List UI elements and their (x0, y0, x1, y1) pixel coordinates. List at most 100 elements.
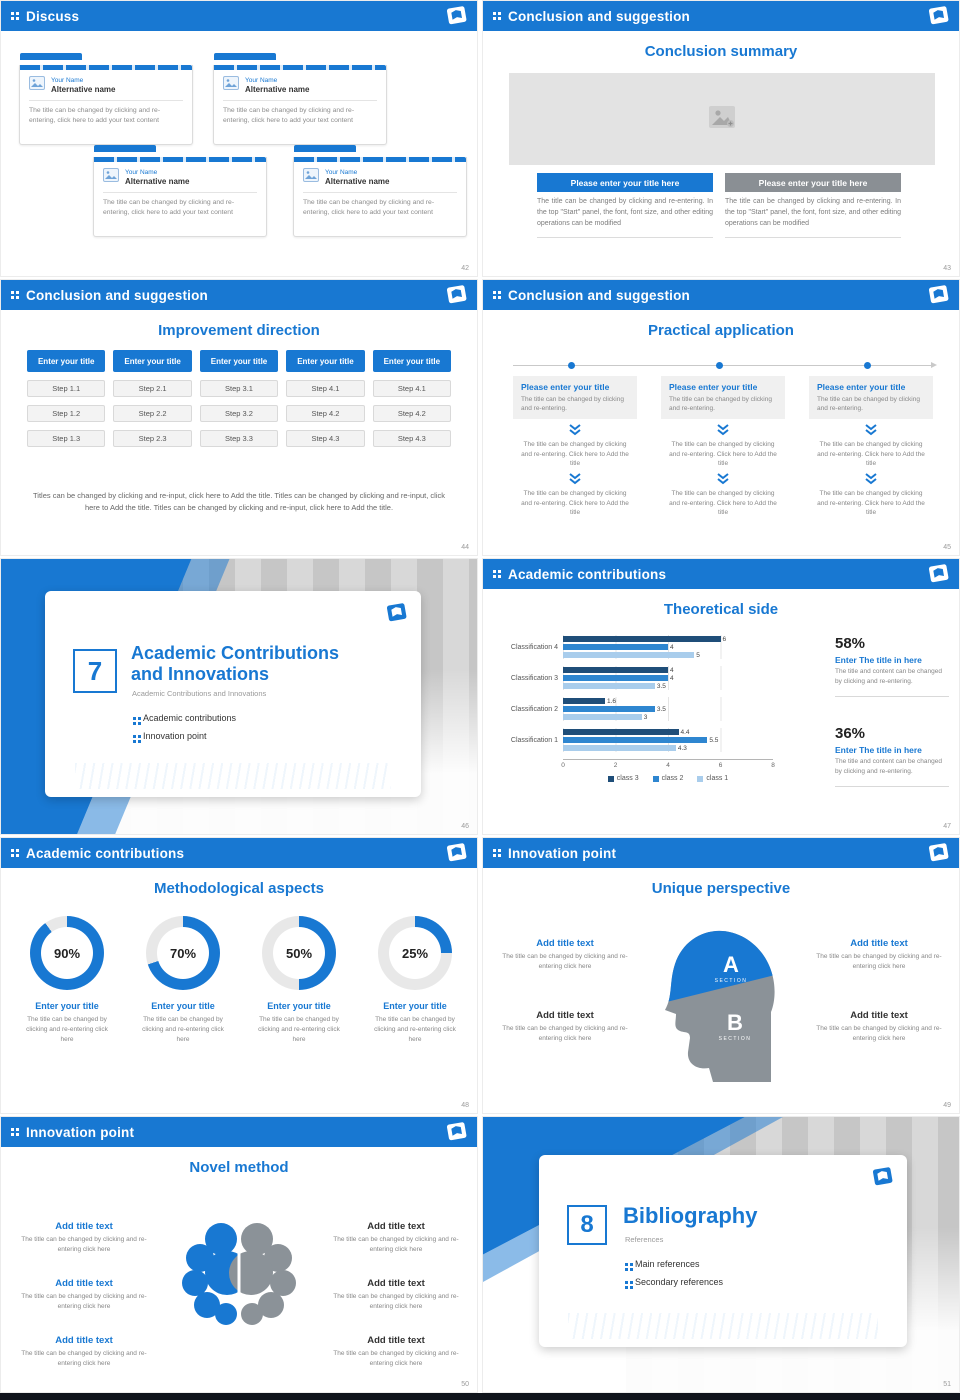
block-text: The title can be changed by clicking and… (816, 1025, 942, 1042)
slide-header-title: Academic contributions (26, 845, 185, 861)
category-label: Classification 1 (510, 736, 558, 744)
stat-block: 58% Enter The title in here The title an… (835, 635, 949, 697)
section-card: 7 Academic Contributions and Innovations… (45, 591, 421, 797)
slide-header: Innovation point (483, 838, 959, 868)
enter-title-button[interactable]: Enter your title (113, 350, 192, 372)
bullet-marker-icon (625, 1262, 628, 1266)
title-box: Please enter your title The title can be… (809, 376, 933, 420)
block-text: The title can be changed by clicking and… (502, 1025, 628, 1042)
bar-value-label: 3.5 (656, 705, 666, 713)
school-logo-icon (926, 283, 951, 306)
bullet-marker-icon (625, 1280, 628, 1284)
block-title: Add title text (367, 1335, 425, 1346)
header-marker-icon (11, 11, 14, 15)
title-box: Please enter your title The title can be… (513, 376, 637, 420)
double-chevron-down-icon (513, 424, 637, 436)
header-marker-icon (493, 569, 496, 573)
slide-header: Conclusion and suggestion (483, 1, 959, 31)
step-text: The title can be changed by clicking and… (521, 490, 629, 517)
text-block: Add title text The title can be changed … (499, 1010, 631, 1044)
block-title: Add title text (536, 938, 594, 949)
bullet-marker-icon (133, 734, 136, 738)
page-number: 45 (943, 544, 951, 551)
school-logo-icon (926, 562, 951, 585)
enter-title-button[interactable]: Enter your title (372, 350, 452, 372)
donut-text: The title can be changed by clicking and… (374, 1016, 456, 1043)
bar (563, 729, 679, 735)
bar-value-label: 3.5 (656, 682, 666, 690)
content-title: Improvement direction (158, 322, 320, 339)
donut-chart: 70% (146, 916, 220, 990)
enter-title-button[interactable]: Enter your title (27, 350, 106, 372)
double-chevron-down-icon (513, 473, 637, 485)
block-title: Add title text (55, 1278, 113, 1289)
step-item: Step 4.2 (286, 405, 365, 422)
section-number: 8 (567, 1205, 607, 1245)
section-b-label: SECTION (719, 1036, 752, 1042)
title-button-secondary[interactable]: Please enter your title here (725, 173, 901, 192)
donut-text: The title can be changed by clicking and… (142, 1016, 224, 1043)
slide-49-unique-perspective: Innovation point Unique perspective A SE… (482, 837, 960, 1114)
step-item: Step 4.1 (372, 380, 452, 397)
section-b-letter: B (727, 1010, 743, 1035)
slide-header: Conclusion and suggestion (483, 280, 959, 310)
legend-swatch (607, 775, 614, 782)
section-title-line1: Academic Contributions (131, 643, 340, 663)
category-label: Classification 2 (510, 705, 558, 713)
wave-decoration (75, 763, 391, 789)
donut-percentage: 50% (273, 927, 325, 979)
card-your-name: Your Name (51, 77, 84, 84)
section-a-letter: A (723, 952, 739, 977)
block-text: The title can be changed by clicking and… (502, 953, 628, 970)
block-title: Add title text (55, 1221, 113, 1232)
page-number: 42 (461, 265, 469, 272)
card-top-bar (294, 157, 466, 162)
enter-title-button[interactable]: Enter your title (199, 350, 279, 372)
page-number: 44 (461, 544, 469, 551)
photo-icon (223, 76, 239, 95)
timeline-column: Please enter your title The title can be… (809, 376, 933, 518)
bar (563, 706, 655, 712)
slide-header: Discuss (1, 1, 477, 31)
slide-47-theoretical-side: Academic contributions Theoretical side … (482, 558, 960, 835)
enter-title-button[interactable]: Enter your title (286, 350, 365, 372)
step-item: Step 1.2 (27, 405, 106, 422)
step-item: Step 3.1 (199, 380, 279, 397)
description-text: The title can be changed by clicking and… (537, 197, 713, 238)
category-label: Classification 4 (510, 643, 558, 651)
block-title: Add title text (850, 938, 908, 949)
slide-43-conclusion-summary: Conclusion and suggestion Conclusion sum… (482, 0, 960, 277)
block-text: The title can be changed by clicking and… (333, 1350, 459, 1367)
legend-swatch (697, 775, 704, 782)
block-text: The title can be changed by clicking and… (816, 953, 942, 970)
x-axis: 0 2 4 6 8 (561, 759, 775, 770)
text-block: Add title text The title can be changed … (325, 1278, 467, 1312)
step-column: Enter your title Step 4.1 Step 4.2 Step … (286, 350, 365, 447)
title-button-primary[interactable]: Please enter your title here (537, 173, 713, 192)
slide-header: Academic contributions (1, 838, 477, 868)
divider (223, 100, 377, 101)
timeline-dot (716, 362, 723, 369)
section-a-label: SECTION (715, 978, 748, 984)
slide-header-title: Conclusion and suggestion (508, 287, 691, 303)
description-text: The title can be changed by clicking and… (725, 197, 901, 238)
block-text: The title can be changed by clicking and… (333, 1236, 459, 1253)
agenda-item-label: Innovation point (143, 731, 207, 741)
legend-item: class 3 (607, 775, 639, 782)
header-marker-icon (11, 848, 14, 852)
text-block: Add title text The title can be changed … (499, 938, 631, 972)
header-marker-icon (493, 11, 496, 15)
slide-header-title: Academic contributions (508, 566, 667, 582)
donut-block: 70% Enter your title The title can be ch… (127, 916, 239, 1044)
slide-header-title: Innovation point (508, 845, 617, 861)
section-card: 8 Bibliography References Main reference… (539, 1155, 907, 1347)
timeline-line (513, 362, 937, 369)
legend-swatch (652, 775, 659, 782)
block-text: The title can be changed by clicking and… (21, 1236, 147, 1253)
section-subtitle: References (625, 1235, 664, 1244)
step-item: Step 3.3 (199, 430, 279, 447)
donut-block: 90% Enter your title The title can be ch… (11, 916, 123, 1044)
card-alt-name: Alternative name (51, 85, 116, 94)
card-your-name: Your Name (125, 169, 158, 176)
